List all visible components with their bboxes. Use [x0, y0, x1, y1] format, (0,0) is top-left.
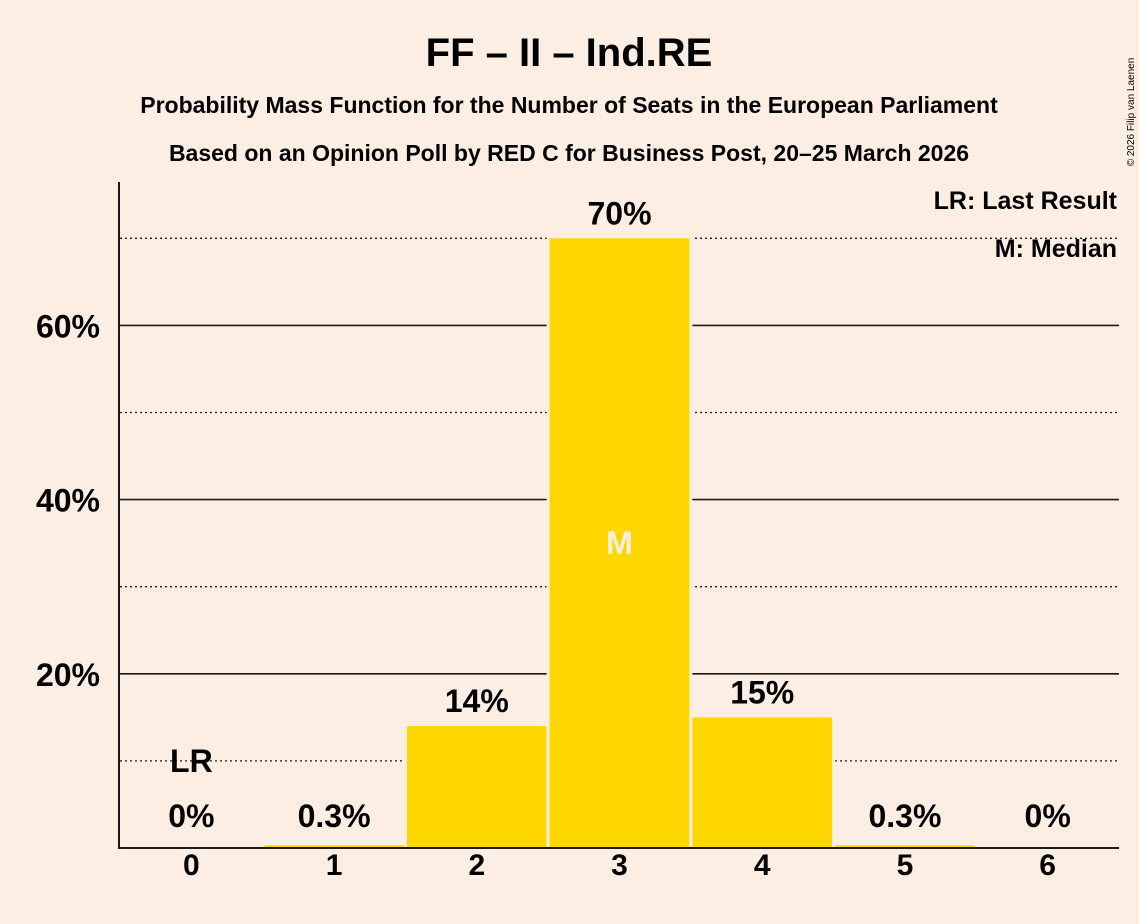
median-marker: M [606, 525, 633, 561]
bar-outline [261, 842, 407, 848]
y-tick-label: 60% [36, 308, 100, 344]
chart-subtitle: Probability Mass Function for the Number… [140, 92, 998, 118]
copyright-notice: © 2026 Filip van Laenen [1126, 58, 1137, 167]
bar-value-label: 70% [587, 195, 651, 231]
last-result-marker: LR [170, 743, 213, 779]
x-tick-label: 4 [754, 849, 771, 882]
bar-outline [832, 842, 978, 848]
chart-subtitle-poll: Based on an Opinion Poll by RED C for Bu… [169, 140, 969, 166]
bar-value-label: 0% [1025, 798, 1071, 834]
chart-title: FF – II – Ind.RE [426, 31, 713, 75]
bar-value-label: 15% [730, 674, 794, 710]
bar [264, 845, 404, 848]
x-tick-label: 3 [611, 849, 628, 882]
x-tick-label: 2 [468, 849, 485, 882]
legend-last-result: LR: Last Result [934, 187, 1118, 215]
labels-group: 20% 40% 60% 0% 0 LR 0.3% 1 14% 2 70% 3 M 15% 4 0.3% 5 0% 6 [36, 195, 1071, 882]
axes-group [118, 182, 1119, 849]
x-tick-label: 6 [1039, 849, 1056, 882]
bar-value-label: 0.3% [298, 798, 371, 834]
x-tick-label: 1 [326, 849, 343, 882]
y-tick-label: 20% [36, 657, 100, 693]
bar-value-label: 14% [445, 683, 509, 719]
x-tick-label: 0 [183, 849, 200, 882]
bar [835, 845, 975, 848]
bar [549, 238, 690, 849]
bar-value-label: 0.3% [868, 798, 941, 834]
legend-median: M: Median [995, 235, 1117, 263]
bars-group [261, 235, 978, 849]
bar-value-label: 0% [168, 798, 214, 834]
bar [406, 726, 547, 848]
y-tick-label: 40% [36, 483, 100, 519]
x-tick-label: 5 [897, 849, 914, 882]
bar [692, 717, 833, 848]
